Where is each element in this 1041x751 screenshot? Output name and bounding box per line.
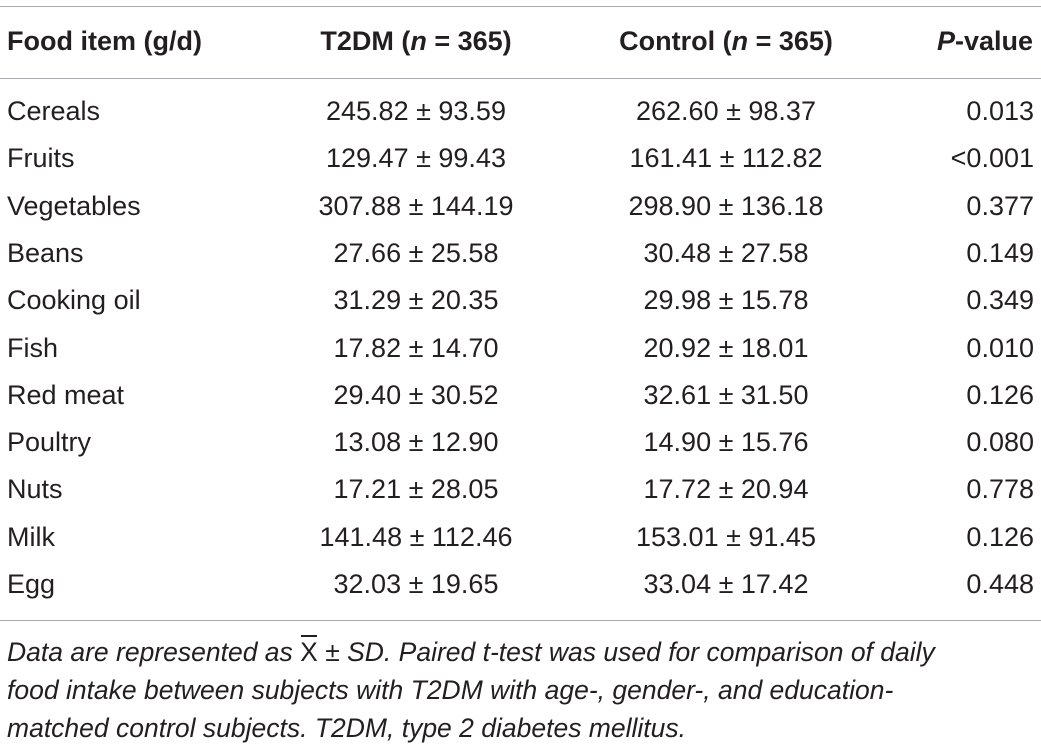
- cell-t2dm: 31.29 ± 20.35: [333, 285, 499, 316]
- header-p-letter: P: [936, 26, 955, 56]
- cell-control: 33.04 ± 17.42: [643, 569, 809, 599]
- cell-t2dm: 141.48 ± 112.46: [319, 521, 513, 552]
- footnote-line-2: food intake between subjects with T2DM w…: [7, 675, 894, 705]
- cell-control: 262.60 ± 98.37: [636, 96, 816, 126]
- table-row: Beans 27.66 ± 25.58 30.48 ± 27.58 0.149: [0, 230, 1041, 277]
- cell-food-item: Red meat: [7, 379, 125, 410]
- cell-p-value: 0.010: [966, 332, 1034, 363]
- cell-t2dm: 32.03 ± 19.65: [333, 569, 499, 599]
- cell-p-value: 0.149: [966, 237, 1034, 268]
- table-top-rule: [0, 6, 1041, 7]
- cell-t2dm: 307.88 ± 144.19: [318, 190, 514, 221]
- cell-p-value: 0.778: [966, 474, 1034, 505]
- cell-control: 20.92 ± 18.01: [643, 332, 809, 363]
- cell-p-value: 0.377: [966, 190, 1034, 221]
- cell-control: 17.72 ± 20.94: [643, 474, 809, 505]
- cell-food-item: Cooking oil: [7, 285, 141, 316]
- table-row: Milk 141.48 ± 112.46 153.01 ± 91.45 0.126: [0, 514, 1041, 561]
- mean-xbar-symbol: X: [300, 633, 318, 671]
- cell-food-item: Beans: [7, 237, 84, 268]
- cell-t2dm: 29.40 ± 30.52: [333, 379, 499, 410]
- cell-p-value: 0.126: [966, 379, 1034, 410]
- cell-control: 29.98 ± 15.78: [643, 285, 809, 316]
- table-bottom-rule: [0, 620, 1041, 621]
- table-header-row: Food item (g/d) T2DM (n = 365) Control (…: [0, 18, 1041, 65]
- cell-t2dm: 17.82 ± 14.70: [333, 332, 499, 363]
- cell-p-value: <0.001: [950, 143, 1034, 174]
- footnote-line-1-end: ± SD. Paired t-test was used for compari…: [317, 637, 935, 667]
- cell-t2dm: 13.08 ± 12.90: [333, 427, 499, 458]
- table-row: Cooking oil 31.29 ± 20.35 29.98 ± 15.78 0.3…: [0, 277, 1041, 324]
- header-t2dm-suffix: = 365): [426, 26, 512, 56]
- cell-control: 153.01 ± 91.45: [636, 521, 816, 552]
- header-control-n: n: [731, 26, 749, 56]
- cell-food-item: Nuts: [7, 474, 63, 505]
- cell-t2dm: 27.66 ± 25.58: [333, 237, 499, 268]
- cell-p-value: 0.080: [966, 427, 1034, 458]
- header-t2dm-n: n: [410, 26, 427, 56]
- cell-control: 30.48 ± 27.58: [643, 237, 809, 268]
- header-control-prefix: Control (: [619, 26, 732, 56]
- table-row: Fish 17.82 ± 14.70 20.92 ± 18.01 0.010: [0, 325, 1041, 372]
- footnote-line-1: Data are represented as X ± SD. Paired t…: [7, 633, 1034, 671]
- table-row: Poultry 13.08 ± 12.90 14.90 ± 15.76 0.080: [0, 419, 1041, 466]
- header-t2dm-prefix: T2DM (: [320, 26, 411, 56]
- table-footnote: Data are represented as X ± SD. Paired t…: [7, 633, 1034, 747]
- cell-food-item: Fish: [7, 332, 59, 363]
- footnote-line-3: matched control subjects. T2DM, type 2 d…: [7, 713, 686, 743]
- cell-food-item: Fruits: [7, 143, 75, 174]
- header-food-item: Food item (g/d): [7, 26, 202, 56]
- cell-food-item: Vegetables: [7, 190, 141, 221]
- cell-control: 298.90 ± 136.18: [628, 190, 824, 221]
- table-row: Vegetables 307.88 ± 144.19 298.90 ± 136.18…: [0, 183, 1041, 230]
- header-t2dm: T2DM (n = 365): [280, 18, 552, 65]
- cell-food-item: Poultry: [7, 427, 92, 458]
- header-p-value: P-value: [937, 18, 1033, 65]
- table-row: Fruits 129.47 ± 99.43 161.41 ± 112.82 <0.00…: [0, 135, 1041, 182]
- table-row: Red meat 29.40 ± 30.52 32.61 ± 31.50 0.126: [0, 372, 1041, 419]
- cell-t2dm: 245.82 ± 93.59: [326, 96, 506, 126]
- table-header-rule: [0, 78, 1041, 79]
- header-p-suffix: -value: [954, 26, 1033, 56]
- table-row: Nuts 17.21 ± 28.05 17.72 ± 20.94 0.778: [0, 466, 1041, 513]
- cell-control: 161.41 ± 112.82: [629, 143, 823, 174]
- cell-p-value: 0.126: [966, 521, 1034, 552]
- cell-food-item: Egg: [7, 569, 56, 599]
- cell-t2dm: 17.21 ± 28.05: [333, 474, 499, 505]
- footnote-line-1-start: Data are represented as: [7, 637, 301, 667]
- cell-food-item: Cereals: [7, 96, 101, 126]
- header-control: Control (n = 365): [590, 18, 862, 65]
- table-row: Cereals 245.82 ± 93.59 262.60 ± 98.37 0.013: [0, 88, 1041, 135]
- cell-t2dm: 129.47 ± 99.43: [326, 143, 506, 174]
- cell-p-value: 0.448: [966, 569, 1034, 599]
- cell-p-value: 0.349: [966, 285, 1034, 316]
- cell-control: 14.90 ± 15.76: [643, 427, 809, 458]
- cell-food-item: Milk: [7, 521, 55, 552]
- cell-p-value: 0.013: [966, 96, 1034, 126]
- header-control-suffix: = 365): [748, 26, 833, 56]
- cell-control: 32.61 ± 31.50: [643, 379, 809, 410]
- table-row: Egg 32.03 ± 19.65 33.04 ± 17.42 0.448: [0, 561, 1041, 608]
